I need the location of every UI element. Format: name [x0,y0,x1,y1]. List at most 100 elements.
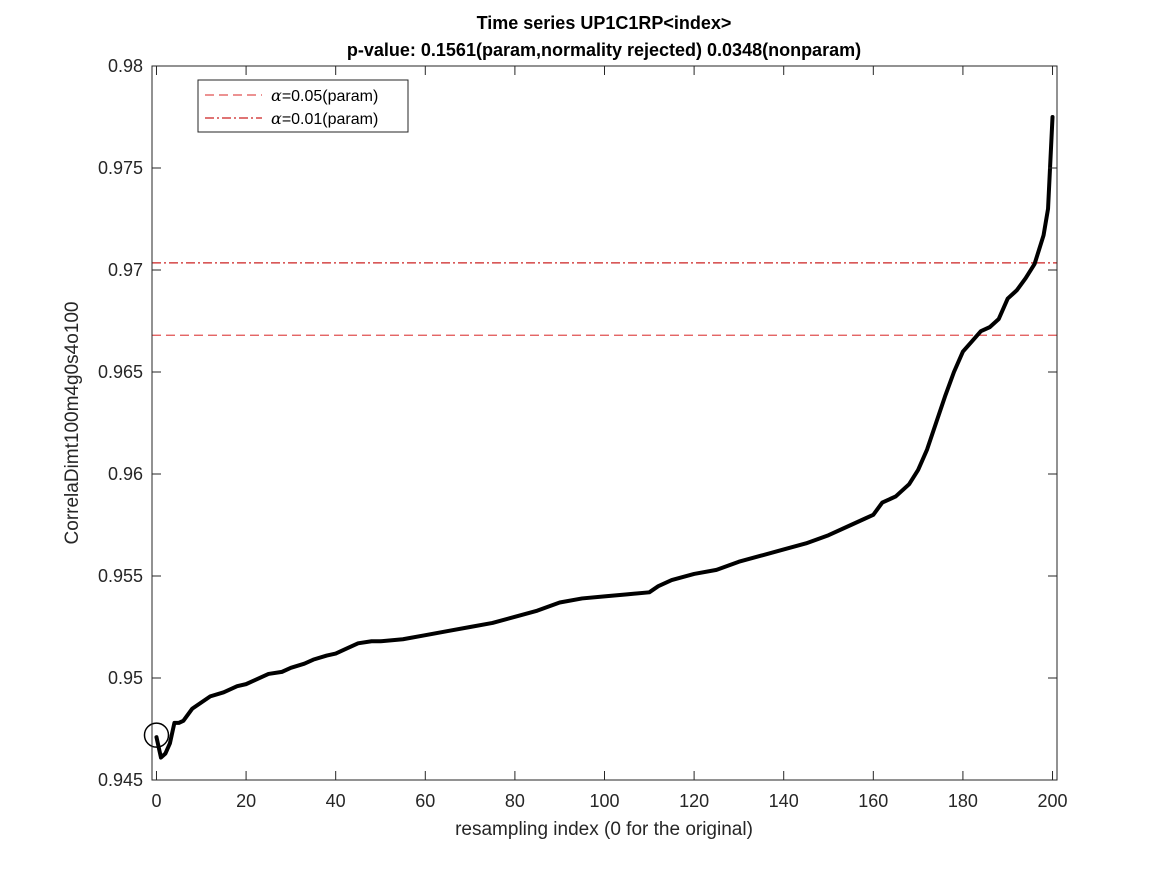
data-point [235,684,239,688]
data-point [692,572,696,576]
data-point [221,690,225,694]
data-point [190,706,194,710]
data-point [253,678,257,682]
series-group [154,115,1055,760]
data-point [535,608,539,612]
data-point [159,755,163,759]
x-tick-label: 80 [505,791,525,811]
data-point [208,694,212,698]
chart-title-line1: Time series UP1C1RP<index> [477,13,732,33]
plot-area [152,66,1057,780]
original-marker-group [143,722,170,748]
data-point [280,670,284,674]
threshold-lines [152,262,1057,336]
x-tick-label: 40 [326,791,346,811]
data-point [513,615,517,619]
data-point [952,370,956,374]
data-point [602,594,606,598]
data-point [907,482,911,486]
x-tick-label: 100 [589,791,619,811]
y-tick-label: 0.97 [108,260,143,280]
legend-text-alpha001: =0.01(param) [282,111,379,128]
data-point [558,600,562,604]
data-point [997,317,1001,321]
legend-text-alpha005: =0.05(param) [282,88,379,105]
data-point [647,590,651,594]
data-point [670,578,674,582]
data-point [244,682,248,686]
y-tick-label: 0.965 [98,362,143,382]
data-point [356,641,360,645]
data-point [1023,276,1027,280]
original-marker [143,722,170,748]
data-point [894,494,898,498]
data-point [916,468,920,472]
y-tick-label: 0.945 [98,770,143,790]
data-point [378,639,382,643]
x-axis-label: resampling index (0 for the original) [455,819,753,840]
data-point [266,672,270,676]
data-point [714,568,718,572]
data-point [804,541,808,545]
x-tick-label: 140 [769,791,799,811]
x-tick-label: 20 [236,791,256,811]
data-point [333,651,337,655]
data-point [1006,296,1010,300]
data-point [1037,247,1041,251]
data-point [325,653,329,657]
data-point [737,560,741,564]
chart-title-line2: p-value: 0.1561(param,normality rejected… [347,40,861,60]
legend-entry-alpha005: α=0.05(param) [271,86,378,105]
data-point [961,349,965,353]
data-point [871,513,875,517]
data-point [423,633,427,637]
data-point [1046,207,1050,211]
data-point [862,517,866,521]
data-point [580,596,584,600]
data-point [979,329,983,333]
data-point [199,700,203,704]
data-point [445,629,449,633]
series-line-0 [154,115,1055,760]
legend: α=0.05(param) α=0.01(param) [197,79,409,133]
data-point [369,639,373,643]
data-point [849,523,853,527]
x-tick-label: 160 [858,791,888,811]
data-point [656,584,660,588]
y-tick-label: 0.95 [108,668,143,688]
data-point [1014,288,1018,292]
data-point [401,637,405,641]
data-point [181,719,185,723]
legend-box [197,79,409,133]
data-point [1041,233,1045,237]
data-point [988,325,992,329]
data-point [163,751,167,755]
data-point [172,721,176,725]
data-point [625,592,629,596]
data-point [826,533,830,537]
data-point [1032,262,1036,266]
y-axis-label: CorrelaDimt100m4g0s4o100 [62,302,83,545]
data-point [1050,115,1054,119]
x-tick-label: 0 [151,791,161,811]
x-tick-label: 120 [679,791,709,811]
y-tick-label: 0.955 [98,566,143,586]
legend-entry-alpha001: α=0.01(param) [271,109,378,128]
legend-symbol-alpha005: α [271,86,282,105]
data-point [154,735,158,739]
y-tick-label: 0.98 [108,56,143,76]
data-point [342,647,346,651]
y-axis-ticks: 0.945 0.95 0.955 0.96 0.965 0.97 0.975 0.98 [98,56,1057,790]
data-point [943,394,947,398]
y-tick-label: 0.96 [108,464,143,484]
data-point [468,625,472,629]
legend-symbol-alpha001: α [271,109,282,128]
data-point [934,421,938,425]
x-tick-label: 200 [1037,791,1067,811]
data-point [490,621,494,625]
data-point [880,500,884,504]
data-point [168,741,172,745]
x-tick-label: 60 [415,791,435,811]
